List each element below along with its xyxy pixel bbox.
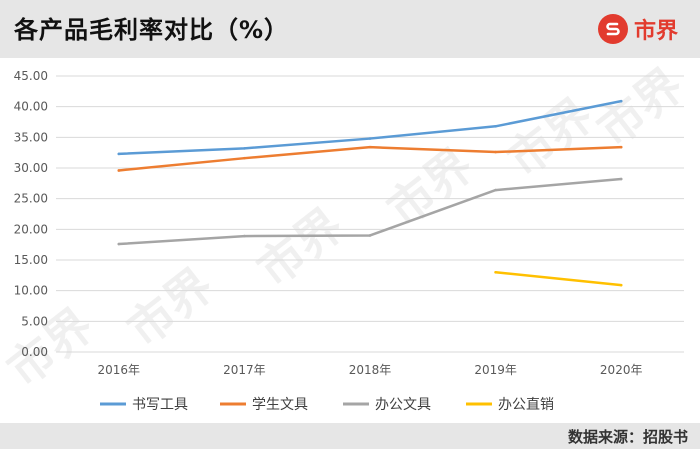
y-tick-label: 30.00 bbox=[14, 161, 48, 175]
data-point bbox=[368, 145, 372, 149]
y-tick-label: 45.00 bbox=[14, 69, 48, 83]
line-chart: 市界 市界市界市界市界市界0.005.0010.0015.0020.0025.00… bbox=[0, 58, 693, 413]
data-point bbox=[368, 234, 372, 237]
watermark-text: 市界 bbox=[377, 138, 483, 237]
data-point bbox=[117, 169, 121, 172]
data-point bbox=[243, 156, 246, 160]
data-source: 数据来源：招股书 bbox=[567, 428, 688, 446]
chart-footer: 数据来源：招股书 bbox=[0, 423, 700, 449]
y-tick-label: 35.00 bbox=[14, 130, 48, 144]
data-point bbox=[494, 188, 497, 192]
y-tick-label: 0.00 bbox=[21, 345, 48, 359]
legend-label: 办公直销 bbox=[498, 396, 554, 413]
data-point bbox=[494, 150, 497, 154]
data-point bbox=[494, 124, 497, 128]
watermark-text: 市界 bbox=[0, 298, 103, 397]
data-point bbox=[494, 270, 497, 274]
brand-logo: 市界 bbox=[597, 12, 678, 46]
y-tick-label: 10.00 bbox=[14, 284, 48, 298]
watermark-text: 市界 bbox=[247, 198, 353, 297]
series-line bbox=[494, 271, 623, 287]
data-point bbox=[368, 137, 372, 140]
y-tick-label: 20.00 bbox=[14, 222, 48, 236]
data-point bbox=[243, 147, 246, 150]
y-tick-label: 15.00 bbox=[14, 253, 48, 267]
data-point bbox=[619, 145, 623, 149]
x-tick-label: 2016年 bbox=[98, 363, 141, 377]
x-tick-label: 2017年 bbox=[223, 363, 266, 377]
y-tick-label: 5.00 bbox=[21, 314, 48, 328]
legend-label: 办公文具 bbox=[375, 397, 431, 413]
y-tick-label: 25.00 bbox=[14, 192, 48, 206]
x-tick-label: 2020年 bbox=[600, 363, 643, 377]
x-tick-label: 2019年 bbox=[474, 363, 517, 377]
data-point bbox=[619, 177, 623, 181]
y-tick-label: 40.00 bbox=[14, 100, 48, 114]
brand-badge-icon bbox=[597, 14, 628, 44]
watermark-text: 市界 bbox=[587, 58, 693, 157]
data-point bbox=[117, 242, 121, 246]
data-point bbox=[243, 234, 246, 238]
brand-name: 市界 bbox=[633, 19, 678, 44]
x-tick-label: 2018年 bbox=[349, 363, 392, 377]
watermark-text: 市界 bbox=[117, 258, 223, 357]
chart-header: 各产品毛利率对比（%） 市界 bbox=[0, 0, 700, 58]
data-point bbox=[619, 99, 623, 103]
legend-label: 书写工具 bbox=[132, 397, 188, 413]
data-point bbox=[117, 152, 121, 156]
chart-title: 各产品毛利率对比（%） bbox=[14, 16, 290, 44]
data-point bbox=[619, 283, 623, 287]
legend-label: 学生文具 bbox=[252, 397, 308, 413]
